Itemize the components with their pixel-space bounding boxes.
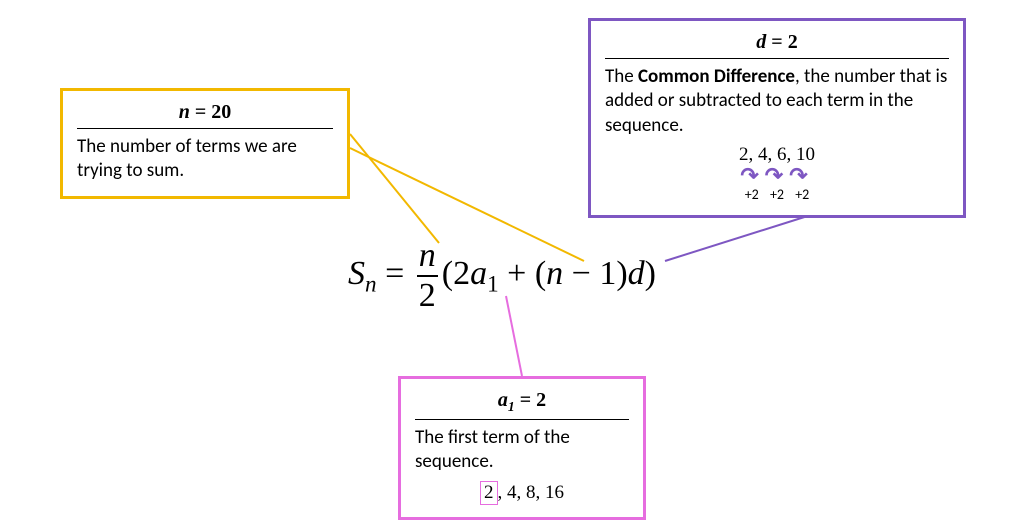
f-S: S [348, 255, 365, 292]
hop-arrow-icon: ↷ [765, 162, 789, 189]
a1-first-box: 2 [480, 481, 498, 505]
d-title-val: 2 [788, 31, 798, 53]
line-d-to-d [665, 214, 814, 261]
diagram-stage: n = 20 The number of terms we are trying… [0, 0, 1024, 526]
callout-n-title: n = 20 [77, 101, 333, 129]
f-S-sub: n [365, 272, 377, 298]
d-title-var: d [756, 31, 766, 53]
f-frac-top: n [417, 237, 438, 275]
f-frac-bot: 2 [417, 275, 438, 315]
f-two: 2 [453, 255, 470, 292]
a1-title-eq: = [515, 389, 536, 411]
d-increments: +2 +2 +2 [605, 186, 949, 203]
f-close2: ) [616, 255, 627, 292]
callout-n-body: The number of terms we are trying to sum… [77, 135, 333, 184]
a1-seq-first: 2 [484, 482, 494, 503]
f-n2: n [546, 255, 563, 292]
callout-d-body: The Common Difference, the number that i… [605, 65, 949, 138]
a1-title-val: 2 [536, 389, 546, 411]
a1-title-sub: 1 [508, 399, 515, 414]
line-n-to-frac [350, 134, 439, 243]
f-open: ( [442, 255, 453, 292]
main-formula: Sn = n2(2a1 + (n − 1)d) [348, 237, 656, 315]
callout-a1-title: a1 = 2 [415, 389, 629, 420]
hop-arrow-icon: ↷ [789, 162, 813, 189]
d-body-pre: The [605, 65, 638, 88]
f-one: 1 [599, 255, 616, 292]
f-a-sub: 1 [487, 272, 499, 298]
d-inc-1: +2 [770, 186, 784, 203]
f-minus: − [563, 255, 599, 292]
callout-d: d = 2 The Common Difference, the number … [588, 18, 966, 218]
n-title-eq: = [190, 101, 211, 123]
f-a: a [470, 255, 487, 292]
d-inc-0: +2 [745, 186, 759, 203]
a1-title-a: a [498, 389, 508, 411]
callout-d-title: d = 2 [605, 31, 949, 59]
f-close: ) [645, 255, 656, 292]
f-eq: = [377, 255, 413, 292]
a1-sequence: 2, 4, 8, 16 [415, 481, 629, 505]
a1-seq-rest: , 4, 8, 16 [498, 482, 565, 503]
n-title-var: n [179, 101, 190, 123]
f-plus: + [499, 255, 535, 292]
f-frac: n2 [417, 237, 438, 315]
d-inc-2: +2 [795, 186, 809, 203]
d-arrows: ↷↷↷ [605, 166, 949, 186]
f-open2: ( [535, 255, 546, 292]
callout-n: n = 20 The number of terms we are trying… [60, 88, 350, 199]
n-title-val: 20 [211, 101, 231, 123]
d-title-eq: = [766, 31, 787, 53]
f-d: d [628, 255, 645, 292]
callout-a1-body: The first term of the sequence. [415, 426, 629, 475]
d-body-bold: Common Difference [638, 65, 795, 88]
hop-arrow-icon: ↷ [740, 162, 764, 189]
callout-a1: a1 = 2 The first term of the sequence. 2… [398, 376, 646, 520]
